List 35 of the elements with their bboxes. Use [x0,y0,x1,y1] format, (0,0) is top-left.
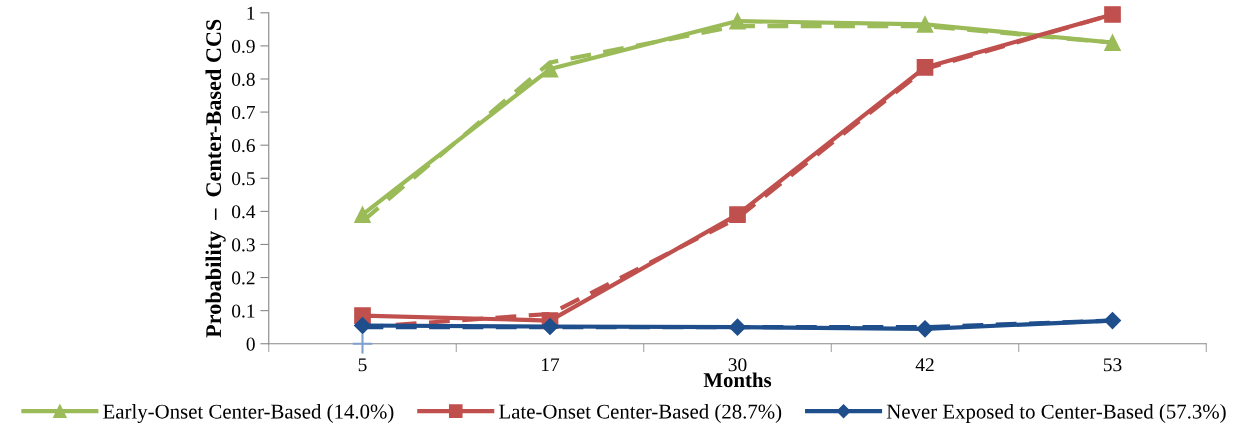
y-tick-label: 0.1 [231,304,255,318]
y-tick-label: 0.5 [231,172,255,186]
point [729,12,746,30]
y-tick-label: 0.7 [231,105,255,120]
y-axis-title: Probability – Center-Based CCS [205,19,226,338]
x-tick-label: 42 [915,358,934,372]
point [1103,312,1122,330]
y-tick-label: 0.6 [231,139,255,153]
point [353,316,372,335]
point [916,59,934,76]
point [1104,6,1121,23]
x-tick-label: 17 [541,358,560,372]
x-tick-label: 5 [358,358,367,372]
point [354,206,371,224]
point [351,332,374,355]
point [916,320,934,338]
x-tick-label: 30 [728,358,747,372]
y-tick-label: 0.9 [231,39,255,53]
legend-label: Late-Onset Center-Based (28.7%) [499,403,782,423]
y-tick-label: 0.2 [231,271,255,285]
y-tick-label: 0.3 [231,238,255,252]
y-tick-label: 1 [247,6,255,20]
point [916,16,934,33]
y-tick-label: 0.4 [231,205,256,219]
y-tick-label: 0.8 [231,72,255,87]
legend-label: Never Exposed to Center-Based (57.3%) [886,403,1226,423]
point [1104,34,1121,51]
y-tick-label: 0 [246,337,255,351]
x-tick-label: 53 [1103,358,1122,372]
point [728,318,747,336]
x-axis-title: Months [703,372,772,388]
point [541,317,559,336]
point [729,206,746,224]
legend-label: Early-Onset Center-Based (14.0%) [103,403,394,423]
point [541,60,559,78]
